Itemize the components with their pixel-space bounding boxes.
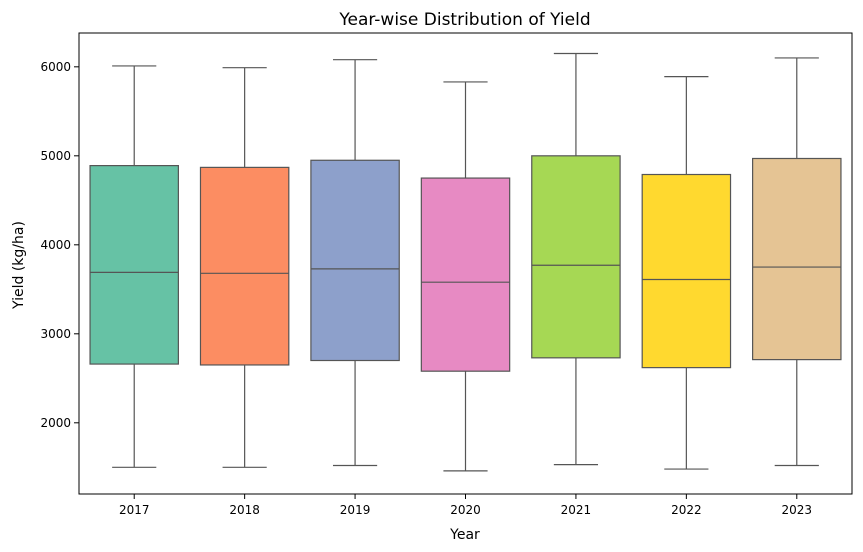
box-2018 [199,166,290,366]
x-tick-label: 2022 [671,503,702,517]
box-2022 [641,173,732,369]
box-2017 [89,165,179,365]
x-axis-title: Year [449,527,480,543]
box-2020 [420,177,511,372]
x-tick-label: 2017 [119,503,150,517]
x-tick-label: 2023 [782,503,813,517]
y-axis-title: Yield (kg/ha) [11,221,27,310]
chart-title: Year-wise Distribution of Yield [338,10,590,30]
y-tick-label: 6000 [40,60,71,74]
x-tick-label: 2018 [229,503,260,517]
box-2023 [752,157,842,361]
x-tick-label: 2020 [450,503,481,517]
plot-frame [78,32,853,495]
y-tick-label: 4000 [40,238,71,252]
box-2021 [531,155,621,359]
plot-area: 2017 2018 2019 2020 2021 2022 2023 2000 3000 4000… [40,32,853,517]
y-tick-label: 2000 [40,416,71,430]
x-tick-label: 2021 [561,503,592,517]
box-2019 [310,159,400,362]
y-tick-label: 3000 [40,327,71,341]
x-tick-label: 2019 [340,503,371,517]
y-tick-label: 5000 [40,149,71,163]
